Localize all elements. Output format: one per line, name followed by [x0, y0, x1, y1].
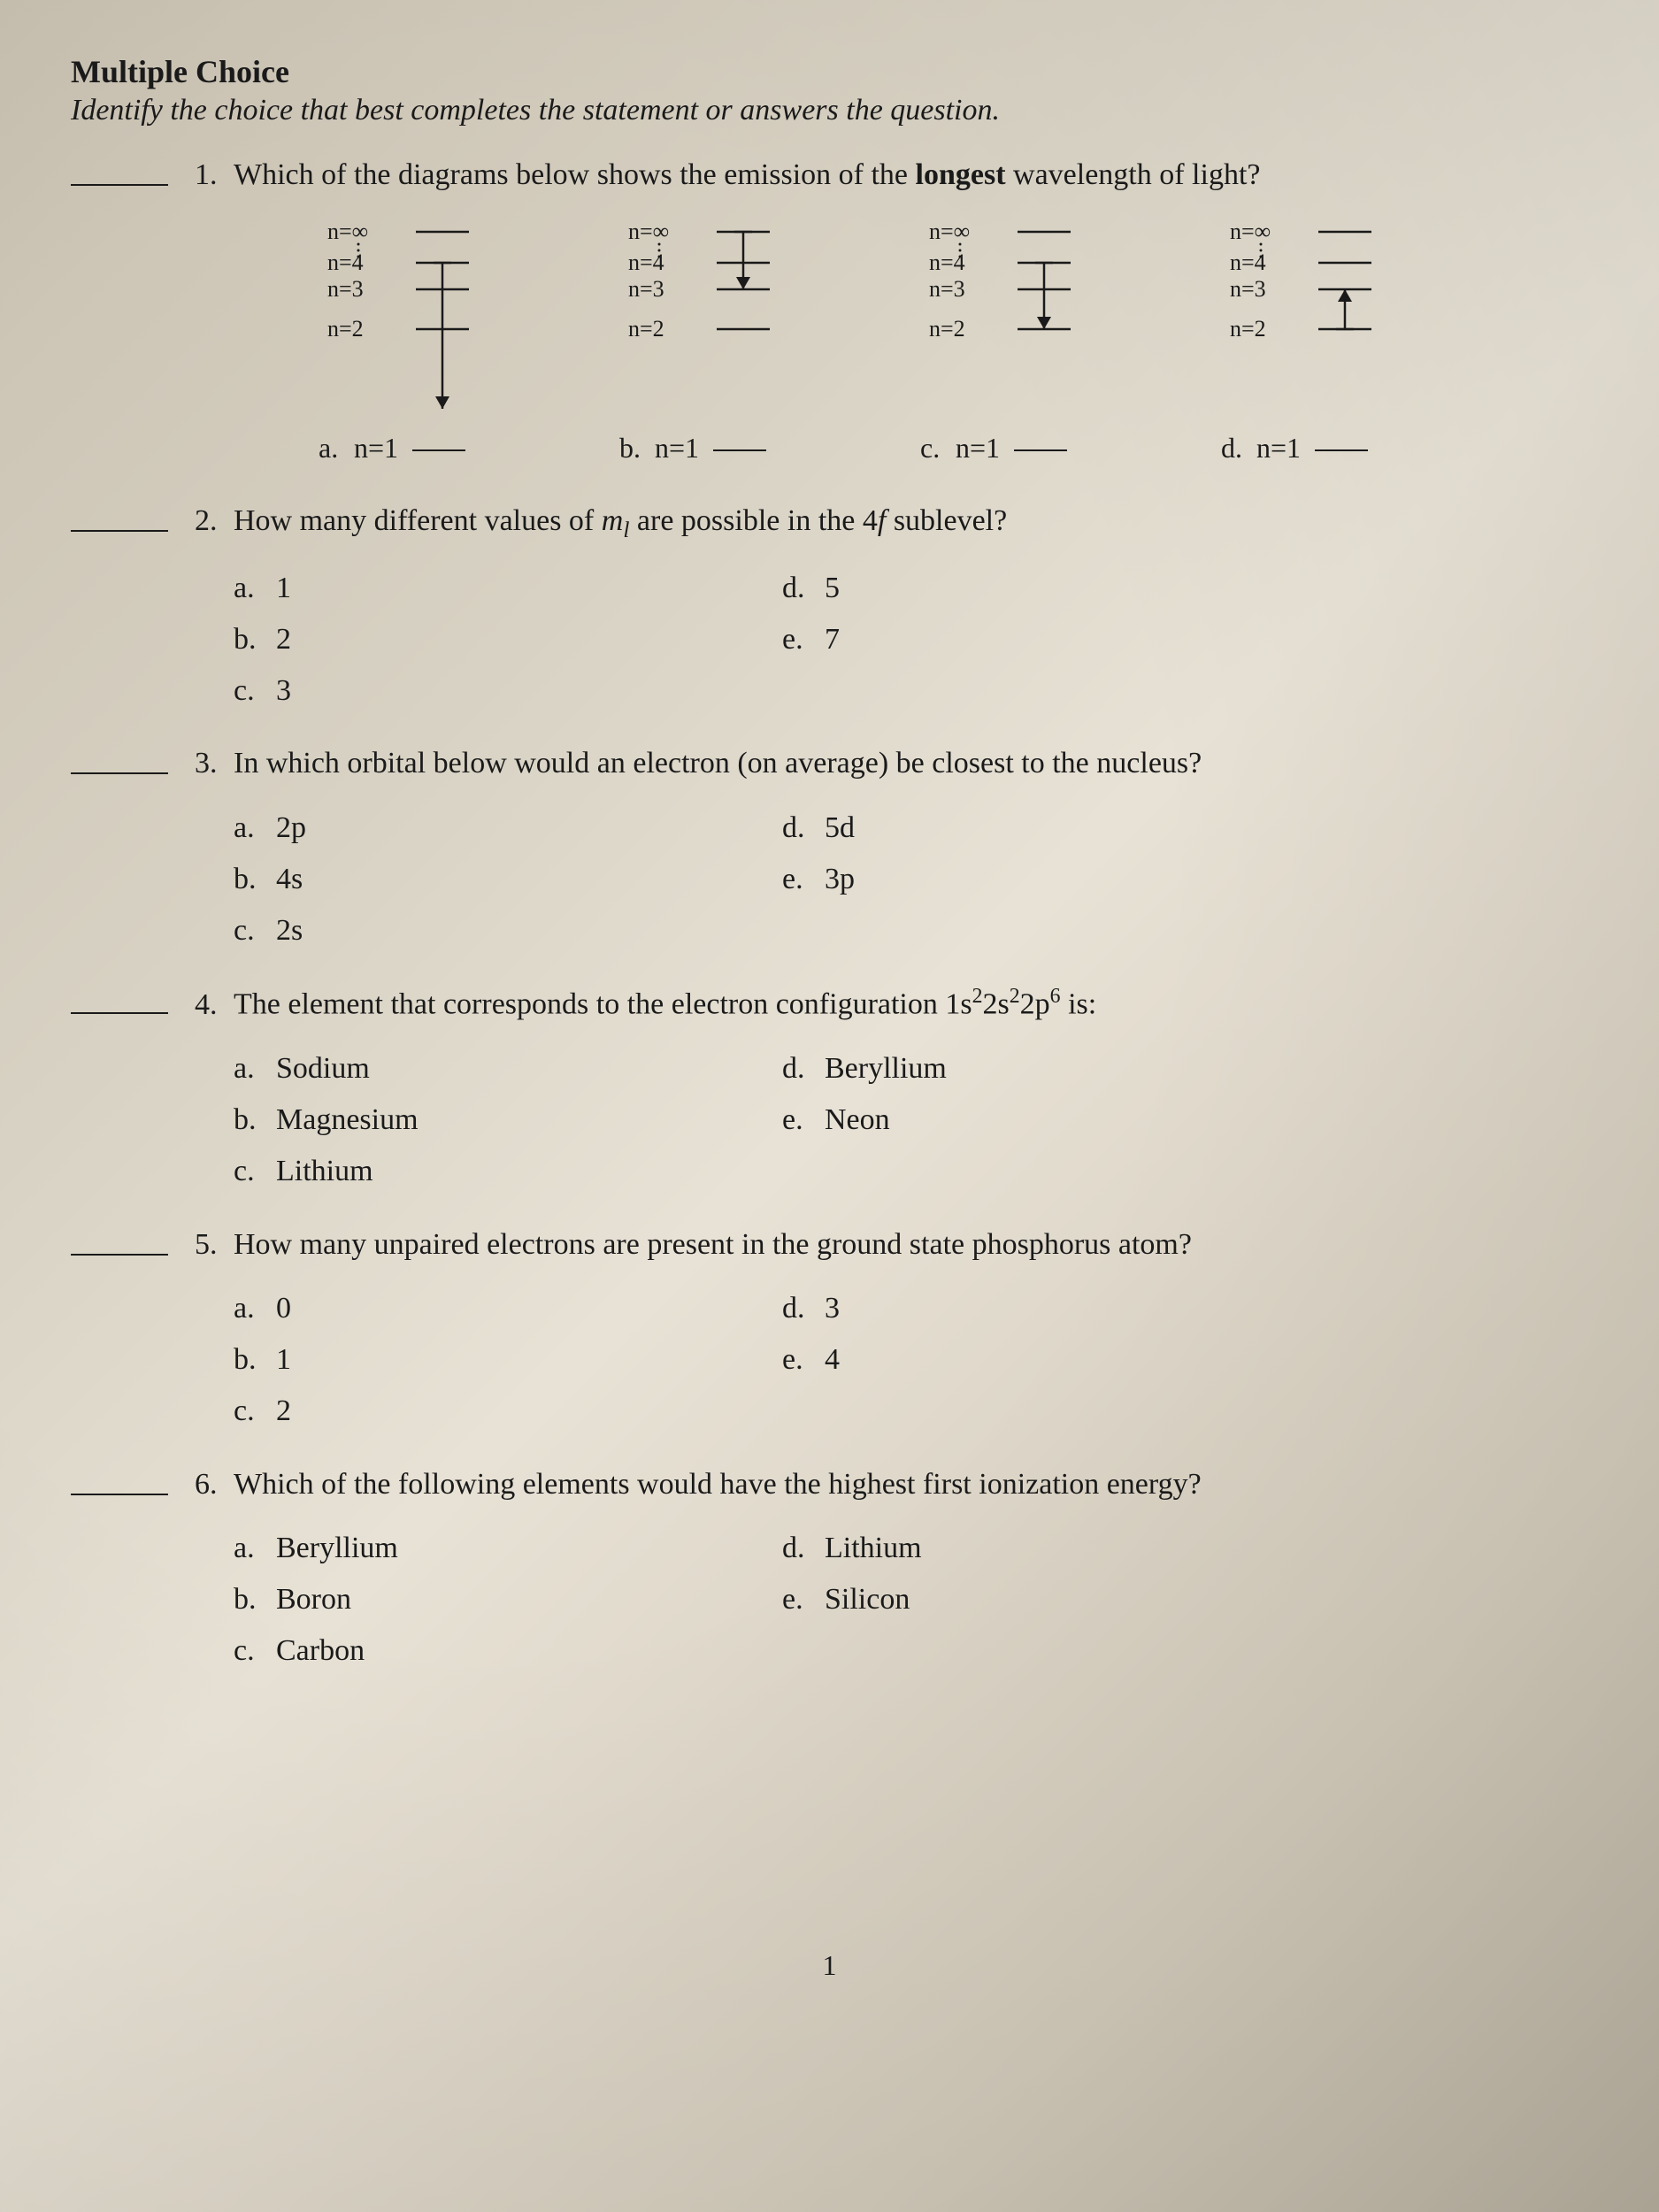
answer-blank[interactable] [71, 1234, 168, 1256]
option[interactable]: e.4 [782, 1334, 1588, 1386]
svg-text:n=4: n=4 [929, 250, 965, 275]
answer-blank[interactable] [71, 511, 168, 532]
option[interactable]: b.Boron [234, 1574, 782, 1625]
instructions: Identify the choice that best completes … [71, 94, 1588, 127]
question-content: 4.The element that corresponds to the el… [195, 982, 1588, 1196]
option[interactable]: a.1 [234, 563, 782, 614]
svg-text:n=4: n=4 [1230, 250, 1266, 275]
question-text: 4.The element that corresponds to the el… [195, 982, 1588, 1025]
option[interactable]: d.Lithium [782, 1523, 1588, 1574]
option[interactable]: b.Magnesium [234, 1094, 782, 1146]
section-title: Multiple Choice [71, 53, 1588, 90]
question-text: 5.How many unpaired electrons are presen… [195, 1224, 1588, 1266]
energy-level-diagram: n=∞ n=4n=3 n=2 [319, 214, 566, 426]
svg-text:n=2: n=2 [1230, 316, 1266, 342]
option[interactable]: b.1 [234, 1334, 782, 1386]
question-content: 5.How many unpaired electrons are presen… [195, 1224, 1588, 1437]
question-content: 1.Which of the diagrams below shows the … [195, 154, 1588, 473]
diagram-option-label: c.n=1 [920, 432, 1067, 465]
svg-text:n=2: n=2 [327, 316, 364, 342]
questions-container: 1.Which of the diagrams below shows the … [71, 154, 1588, 1677]
svg-text:n=3: n=3 [1230, 276, 1266, 302]
svg-text:n=4: n=4 [327, 250, 364, 275]
options-wrap: a.2pb.4sc.2sd.5de.3p [234, 803, 1588, 956]
question-text: 3.In which orbital below would an electr… [195, 742, 1588, 785]
option[interactable]: a.Beryllium [234, 1523, 782, 1574]
energy-level-diagram: n=∞ n=4n=3 n=2 [619, 214, 867, 426]
header: Multiple Choice Identify the choice that… [71, 53, 1588, 127]
svg-text:n=3: n=3 [628, 276, 664, 302]
options-wrap: a.Sodiumb.Magnesiumc.Lithiumd.Berylliume… [234, 1043, 1588, 1196]
question-block: 5.How many unpaired electrons are presen… [71, 1224, 1588, 1437]
option[interactable]: d.5 [782, 563, 1588, 614]
diagram-option-label: a.n=1 [319, 432, 465, 465]
option[interactable]: c.2s [234, 905, 782, 956]
options-right-col: d.Berylliume.Neon [782, 1043, 1588, 1196]
option[interactable]: d.5d [782, 803, 1588, 854]
option[interactable]: c.3 [234, 665, 782, 717]
options-left-col: a.1b.2c.3 [234, 563, 782, 716]
options-wrap: a.1b.2c.3d.5e.7 [234, 563, 1588, 716]
option[interactable]: b.2 [234, 614, 782, 665]
option[interactable]: a.Sodium [234, 1043, 782, 1094]
diagram-option[interactable]: n=∞ n=4n=3 n=2 c.n=1 [902, 214, 1186, 465]
question-content: 3.In which orbital below would an electr… [195, 742, 1588, 956]
svg-text:n=2: n=2 [628, 316, 664, 342]
question-block: 6.Which of the following elements would … [71, 1463, 1588, 1677]
options-right-col: d.5e.7 [782, 563, 1588, 716]
question-content: 6.Which of the following elements would … [195, 1463, 1588, 1677]
question-block: 1.Which of the diagrams below shows the … [71, 154, 1588, 473]
options-left-col: a.2pb.4sc.2s [234, 803, 782, 956]
svg-text:n=2: n=2 [929, 316, 965, 342]
options-right-col: d.3e.4 [782, 1283, 1588, 1436]
option[interactable]: c.Lithium [234, 1146, 782, 1197]
option[interactable]: c.Carbon [234, 1625, 782, 1677]
answer-blank[interactable] [71, 753, 168, 774]
svg-text:n=3: n=3 [929, 276, 965, 302]
option[interactable]: e.7 [782, 614, 1588, 665]
question-block: 2.How many different values of ml are po… [71, 500, 1588, 717]
svg-text:n=∞: n=∞ [1230, 219, 1271, 244]
diagram-option[interactable]: n=∞ n=4n=3 n=2 d.n=1 [1203, 214, 1486, 465]
svg-text:n=∞: n=∞ [628, 219, 669, 244]
svg-text:n=4: n=4 [628, 250, 664, 275]
question-text: 1.Which of the diagrams below shows the … [195, 154, 1588, 196]
option[interactable]: e.Silicon [782, 1574, 1588, 1625]
svg-text:n=∞: n=∞ [327, 219, 368, 244]
options-wrap: a.0b.1c.2d.3e.4 [234, 1283, 1588, 1436]
page-number: 1 [823, 1949, 837, 1982]
answer-blank[interactable] [71, 993, 168, 1014]
svg-text:n=∞: n=∞ [929, 219, 970, 244]
diagram-option-label: b.n=1 [619, 432, 766, 465]
options-left-col: a.Berylliumb.Boronc.Carbon [234, 1523, 782, 1676]
options-wrap: a.Berylliumb.Boronc.Carbond.Lithiume.Sil… [234, 1523, 1588, 1676]
question-text: 2.How many different values of ml are po… [195, 500, 1588, 545]
option[interactable]: a.0 [234, 1283, 782, 1334]
option[interactable]: e.Neon [782, 1094, 1588, 1146]
options-right-col: d.5de.3p [782, 803, 1588, 956]
diagram-option-label: d.n=1 [1221, 432, 1368, 465]
energy-level-diagram: n=∞ n=4n=3 n=2 [1221, 214, 1469, 426]
option[interactable]: d.Beryllium [782, 1043, 1588, 1094]
energy-level-diagram: n=∞ n=4n=3 n=2 [920, 214, 1168, 426]
option[interactable]: d.3 [782, 1283, 1588, 1334]
option[interactable]: c.2 [234, 1386, 782, 1437]
option[interactable]: a.2p [234, 803, 782, 854]
answer-blank[interactable] [71, 165, 168, 186]
diagrams-row: n=∞n=4n=3n=2a.n=1 n=∞n=4n=3n=2b.n=1 n=∞n… [301, 214, 1588, 465]
options-right-col: d.Lithiume.Silicon [782, 1523, 1588, 1676]
question-block: 3.In which orbital below would an electr… [71, 742, 1588, 956]
options-left-col: a.0b.1c.2 [234, 1283, 782, 1436]
question-block: 4.The element that corresponds to the el… [71, 982, 1588, 1196]
option[interactable]: b.4s [234, 854, 782, 905]
question-text: 6.Which of the following elements would … [195, 1463, 1588, 1506]
options-left-col: a.Sodiumb.Magnesiumc.Lithium [234, 1043, 782, 1196]
svg-text:n=3: n=3 [327, 276, 364, 302]
diagram-option[interactable]: n=∞ n=4n=3 n=2 a.n=1 [301, 214, 584, 465]
question-content: 2.How many different values of ml are po… [195, 500, 1588, 717]
answer-blank[interactable] [71, 1474, 168, 1495]
diagram-option[interactable]: n=∞ n=4n=3 n=2 b.n=1 [602, 214, 885, 465]
option[interactable]: e.3p [782, 854, 1588, 905]
